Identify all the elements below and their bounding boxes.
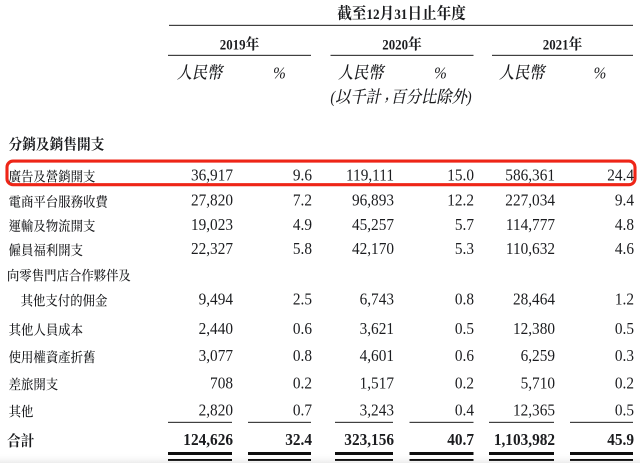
svg-text:19,023: 19,023 [191,215,233,234]
svg-text:7.2: 7.2 [293,191,312,210]
svg-text:15.0: 15.0 [447,166,474,185]
svg-text:5,710: 5,710 [521,374,555,393]
svg-text:0.2: 0.2 [455,374,474,393]
svg-text:40.7: 40.7 [447,430,474,449]
svg-text:12,380: 12,380 [513,319,555,338]
svg-text:12,365: 12,365 [513,401,555,420]
svg-text:708: 708 [210,374,233,393]
svg-text:0.2: 0.2 [615,374,634,393]
svg-text:4.6: 4.6 [615,239,634,258]
svg-text:5.8: 5.8 [293,239,312,258]
svg-text:28,464: 28,464 [513,290,555,309]
svg-text:0.6: 0.6 [455,346,474,365]
svg-text:24.4: 24.4 [607,166,634,185]
svg-text:2021: 2021 [543,37,569,53]
svg-text:586,361: 586,361 [505,166,555,185]
svg-text:119,111: 119,111 [346,166,394,185]
svg-text:6,259: 6,259 [521,346,555,365]
svg-text:1.2: 1.2 [615,290,634,309]
svg-text:5.7: 5.7 [455,215,474,234]
svg-text:124,626: 124,626 [183,430,233,449]
svg-text:0.6: 0.6 [293,319,312,338]
svg-text:2019: 2019 [220,37,246,53]
svg-text:45,257: 45,257 [352,215,394,234]
svg-text:96,893: 96,893 [352,191,394,210]
svg-text:3,621: 3,621 [360,319,394,338]
svg-text:6,743: 6,743 [360,290,394,309]
svg-text:2.5: 2.5 [293,290,312,309]
svg-text:2,820: 2,820 [199,401,233,420]
svg-text:12.2: 12.2 [447,191,474,210]
svg-text:2020: 2020 [382,37,408,53]
svg-text:31: 31 [394,7,407,23]
svg-text:4.8: 4.8 [615,215,634,234]
svg-text:9.6: 9.6 [293,166,312,185]
svg-text:227,034: 227,034 [505,191,555,210]
svg-text:22,327: 22,327 [191,239,233,258]
svg-text:32.4: 32.4 [285,430,312,449]
svg-text:9.4: 9.4 [615,191,634,210]
svg-text:0.2: 0.2 [293,374,312,393]
svg-text:%: % [594,65,607,83]
svg-text:36,917: 36,917 [191,166,233,185]
svg-text:1,517: 1,517 [360,374,394,393]
svg-text:%: % [434,65,447,83]
svg-text:0.4: 0.4 [455,401,474,420]
svg-text:12: 12 [366,7,379,23]
svg-text:1,103,982: 1,103,982 [494,430,555,449]
svg-text:%: % [273,65,286,83]
svg-text:0.5: 0.5 [615,319,634,338]
svg-text:0.7: 0.7 [293,401,312,420]
svg-text:4.9: 4.9 [293,215,312,234]
svg-text:114,777: 114,777 [506,215,555,234]
svg-text:323,156: 323,156 [344,430,394,449]
svg-text:5.3: 5.3 [455,239,474,258]
svg-text:0.5: 0.5 [455,319,474,338]
svg-text:4,601: 4,601 [360,346,394,365]
svg-text:): ) [466,89,472,107]
svg-text:27,820: 27,820 [191,191,233,210]
svg-text:0.3: 0.3 [615,346,634,365]
svg-text:3,077: 3,077 [199,346,233,365]
svg-text:(: ( [330,89,336,107]
svg-text:42,170: 42,170 [352,239,394,258]
svg-text:0.8: 0.8 [455,290,474,309]
svg-text:0.5: 0.5 [615,401,634,420]
svg-text:9,494: 9,494 [199,290,233,309]
svg-text:2,440: 2,440 [199,319,233,338]
svg-text:3,243: 3,243 [360,401,394,420]
svg-text:45.9: 45.9 [607,430,634,449]
svg-text:110,632: 110,632 [506,239,555,258]
svg-text:0.8: 0.8 [293,346,312,365]
